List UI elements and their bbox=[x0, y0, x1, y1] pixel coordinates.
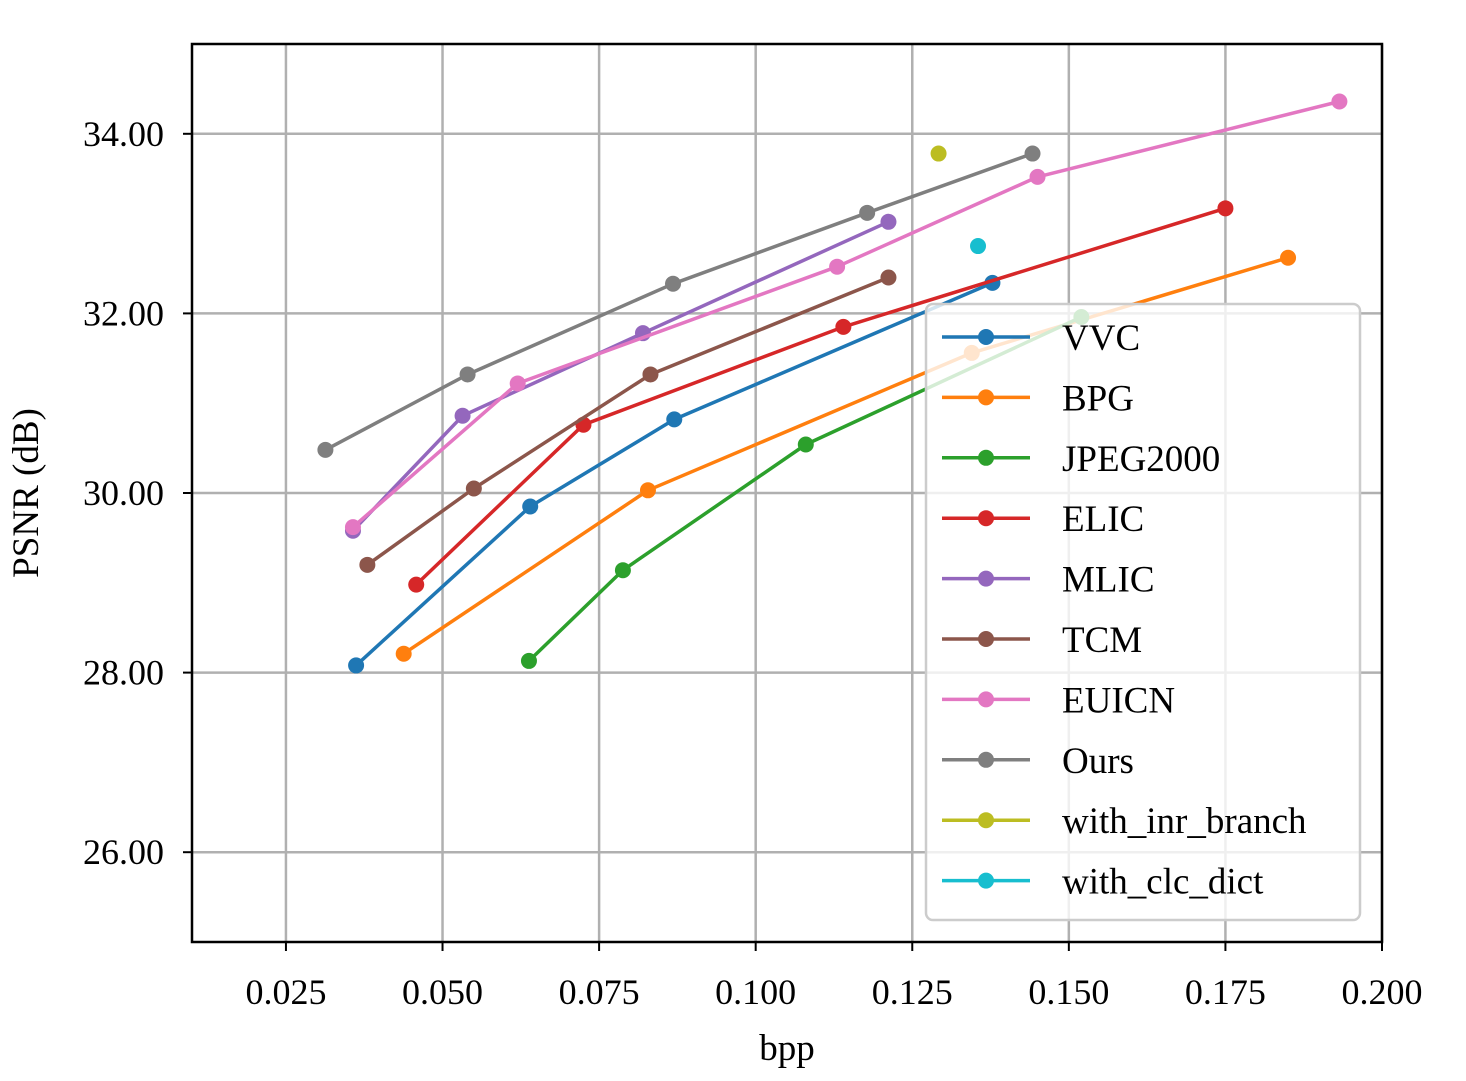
data-point-euicn bbox=[509, 375, 526, 392]
series-with-clc-dict bbox=[970, 238, 987, 255]
series-vvc bbox=[348, 274, 1001, 674]
series-ours bbox=[317, 145, 1041, 458]
legend-swatch-marker bbox=[978, 812, 994, 829]
x-tick-label: 0.025 bbox=[245, 972, 326, 1012]
data-point-tcm bbox=[642, 366, 659, 383]
x-tick-label: 0.125 bbox=[872, 972, 953, 1012]
legend-label: MLIC bbox=[1062, 560, 1155, 601]
legend-swatch-marker bbox=[978, 751, 994, 768]
x-axis-ticks: 0.025 0.050 0.075 0.100 0.125 0.150 0.175 0.200 bbox=[245, 942, 1423, 1012]
series-line-elic bbox=[414, 206, 1228, 587]
data-point-euicn bbox=[829, 258, 846, 275]
y-axis-label: PSNR (dB) bbox=[6, 408, 47, 578]
data-point-with-clc-dict bbox=[970, 238, 987, 255]
data-point-ours bbox=[1024, 145, 1041, 162]
data-point-ours bbox=[665, 275, 682, 292]
data-point-euicn bbox=[344, 519, 361, 536]
x-tick-label: 0.200 bbox=[1342, 972, 1423, 1012]
x-tick-label: 0.050 bbox=[402, 972, 483, 1012]
series-line-mlic bbox=[351, 220, 891, 533]
series-line-vvc bbox=[354, 281, 995, 668]
legend-swatch-marker bbox=[978, 449, 994, 466]
data-point-jpeg2000 bbox=[520, 652, 537, 669]
data-point-euicn bbox=[1029, 168, 1046, 185]
data-point-vvc bbox=[522, 498, 539, 515]
legend-swatch-marker bbox=[978, 329, 994, 345]
legend-item-bpg: BPG bbox=[942, 378, 1134, 419]
series-tcm bbox=[359, 269, 897, 573]
data-point-vvc bbox=[348, 657, 365, 674]
data-point-vvc bbox=[666, 411, 683, 428]
y-tick-label: 26.00 bbox=[83, 832, 164, 872]
legend-item-euicn: EUICN bbox=[942, 680, 1175, 721]
data-point-bpg bbox=[395, 645, 412, 662]
data-point-mlic bbox=[880, 213, 897, 230]
data-point-elic bbox=[408, 576, 425, 593]
data-point-bpg bbox=[1280, 249, 1297, 266]
data-point-ours bbox=[317, 441, 334, 458]
legend-swatch-marker bbox=[978, 570, 994, 587]
series-line-tcm bbox=[365, 275, 891, 567]
legend-swatch-marker bbox=[978, 691, 994, 708]
legend-label: with_inr_branch bbox=[1062, 801, 1307, 842]
legend: VVC BPG JPEG2000 ELIC MLIC TCM EUICN Ours with_i… bbox=[924, 302, 1362, 922]
x-tick-label: 0.175 bbox=[1185, 972, 1266, 1012]
y-tick-label: 34.00 bbox=[83, 114, 164, 154]
data-point-bpg bbox=[639, 482, 656, 499]
y-axis-ticks: 26.00 28.00 30.00 32.00 34.00 bbox=[83, 114, 192, 872]
legend-item-with-clc-dict: with_clc_dict bbox=[942, 862, 1264, 903]
x-tick-label: 0.100 bbox=[715, 972, 796, 1012]
data-point-elic bbox=[1217, 200, 1234, 217]
series-mlic bbox=[344, 213, 897, 539]
legend-label: BPG bbox=[1062, 378, 1134, 419]
legend-label: VVC bbox=[1062, 318, 1140, 359]
x-tick-label: 0.075 bbox=[559, 972, 640, 1012]
data-point-with-inr-branch bbox=[930, 145, 947, 162]
legend-swatch-marker bbox=[978, 631, 994, 647]
data-point-ours bbox=[459, 366, 476, 383]
legend-item-jpeg2000: JPEG2000 bbox=[942, 439, 1220, 480]
legend-item-with-inr-branch: with_inr_branch bbox=[942, 801, 1307, 842]
legend-box bbox=[924, 302, 1362, 922]
legend-swatch-marker bbox=[978, 872, 994, 889]
legend-item-ours: Ours bbox=[942, 741, 1134, 782]
legend-swatch-marker bbox=[978, 510, 994, 527]
data-point-ours bbox=[859, 204, 876, 221]
legend-item-elic: ELIC bbox=[942, 499, 1144, 540]
legend-item-mlic: MLIC bbox=[942, 560, 1155, 601]
series-with-inr-branch bbox=[930, 145, 947, 162]
series-euicn bbox=[344, 93, 1348, 536]
data-point-euicn bbox=[1331, 93, 1348, 110]
x-axis-label: bpp bbox=[759, 1028, 815, 1069]
data-point-tcm bbox=[465, 480, 482, 497]
y-tick-label: 32.00 bbox=[83, 293, 164, 333]
data-point-jpeg2000 bbox=[614, 562, 631, 579]
legend-label: JPEG2000 bbox=[1062, 439, 1220, 480]
legend-label: ELIC bbox=[1062, 499, 1144, 540]
legend-label: EUICN bbox=[1062, 680, 1175, 721]
y-tick-label: 30.00 bbox=[83, 473, 164, 513]
legend-item-vvc: VVC bbox=[942, 318, 1140, 359]
data-point-tcm bbox=[359, 556, 376, 573]
legend-item-tcm: TCM bbox=[942, 620, 1142, 661]
data-point-jpeg2000 bbox=[797, 436, 814, 453]
legend-label: Ours bbox=[1062, 741, 1134, 782]
legend-swatch-marker bbox=[978, 389, 994, 406]
x-tick-label: 0.150 bbox=[1028, 972, 1109, 1012]
legend-label: TCM bbox=[1062, 620, 1142, 661]
data-point-elic bbox=[835, 318, 852, 335]
legend-label: with_clc_dict bbox=[1062, 862, 1264, 903]
data-point-tcm bbox=[880, 269, 897, 286]
y-tick-label: 28.00 bbox=[83, 653, 164, 693]
data-point-mlic bbox=[454, 407, 471, 424]
